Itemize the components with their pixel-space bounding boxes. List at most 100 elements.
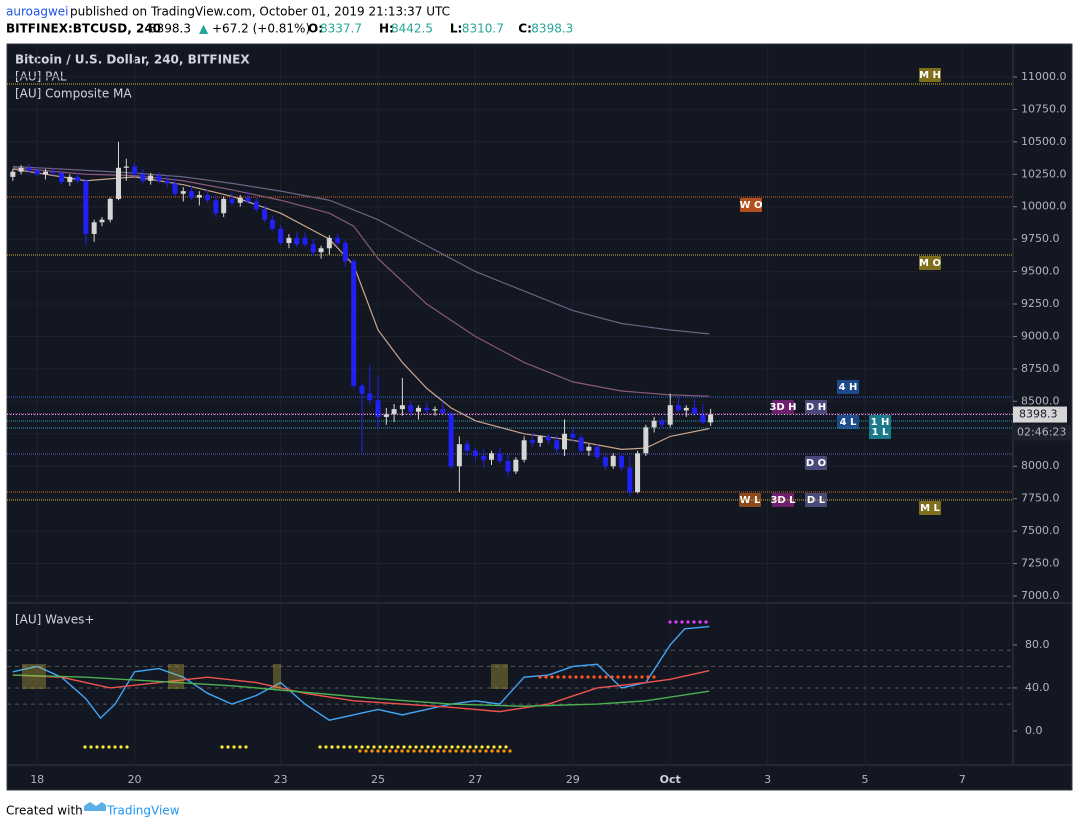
signal-dot [668, 620, 672, 624]
candle-body [278, 228, 284, 244]
y-tick-label: 80.0 [1025, 638, 1050, 651]
signal-dot [454, 749, 458, 753]
highlight [491, 664, 508, 689]
level-badge [919, 255, 941, 270]
ohlc-label: C: [518, 22, 532, 36]
signal-dot [442, 749, 446, 753]
published: published on TradingView.com, October 01… [70, 5, 450, 19]
candle-body [75, 176, 81, 181]
chart-title: Bitcoin / U.S. Dollar, 240, BITFINEX [15, 53, 250, 67]
candle-body [99, 219, 105, 223]
signal-dot [95, 745, 99, 749]
level-badge [739, 493, 761, 508]
candle-body [351, 261, 357, 386]
arrow: ▲ [199, 22, 209, 36]
signal-dot [244, 745, 248, 749]
x-tick-label: 20 [128, 773, 142, 786]
candle-body [505, 461, 511, 472]
ohlc-value: 8442.5 [391, 22, 433, 36]
y-tick-label: 7000.0 [1021, 589, 1060, 602]
chart-bg [6, 43, 1073, 791]
signal-dot [586, 675, 590, 679]
candle-body [562, 433, 568, 450]
candle-body [229, 198, 235, 203]
signal-dot [330, 745, 334, 749]
candle-body [318, 248, 324, 253]
level-badge [919, 500, 941, 515]
candle-body [91, 222, 97, 234]
candle-body [578, 437, 584, 451]
candle-body [180, 191, 186, 194]
osc-title: [AU] Waves+ [15, 613, 94, 627]
signal-dot [402, 745, 406, 749]
signal-dot [107, 745, 111, 749]
level-badge [805, 399, 827, 414]
signal-dot [502, 749, 506, 753]
level-badge [772, 399, 794, 414]
candle-body [156, 175, 162, 181]
y-tick-label: 7250.0 [1021, 557, 1060, 570]
candle-body [432, 409, 438, 411]
signal-dot [490, 749, 494, 753]
x-tick-label: 25 [371, 773, 385, 786]
signal-dot [480, 745, 484, 749]
candle-body [651, 420, 657, 428]
candle-body [383, 414, 389, 417]
candle-body [529, 440, 535, 443]
signal-dot [568, 675, 572, 679]
y-tick-label: 8000.0 [1021, 459, 1060, 472]
level-badge [869, 424, 891, 439]
level-badge [805, 456, 827, 471]
footer-text: Created with [6, 804, 83, 818]
candle-body [34, 170, 40, 175]
x-tick-label: 23 [274, 773, 288, 786]
signal-dot [83, 745, 87, 749]
signal-dot [420, 745, 424, 749]
footer-brand[interactable]: TradingView [106, 804, 180, 818]
signal-dot [652, 675, 656, 679]
signal-dot [113, 745, 117, 749]
signal-dot [382, 749, 386, 753]
candle-body [391, 409, 397, 415]
signal-dot [432, 745, 436, 749]
signal-dot [408, 745, 412, 749]
candle-body [472, 450, 478, 456]
x-tick-label: 3 [764, 773, 771, 786]
level-badge [919, 67, 941, 82]
change: +67.2 (+0.81%) [212, 22, 310, 36]
ohlc-value: 8398.3 [531, 22, 573, 36]
level-label: 1 L [872, 427, 889, 438]
signal-dot [354, 745, 358, 749]
level-badge [740, 197, 762, 212]
signal-dot [414, 745, 418, 749]
x-tick-label: 7 [959, 773, 966, 786]
candle-body [164, 180, 170, 184]
signal-dot [424, 749, 428, 753]
signal-dot [232, 745, 236, 749]
signal-dot [680, 620, 684, 624]
author[interactable]: auroagwei [6, 5, 68, 19]
candle-body [635, 453, 641, 493]
signal-dot [364, 749, 368, 753]
candle-body [269, 219, 275, 229]
candle-body [602, 457, 608, 467]
oscillator-line [12, 674, 710, 707]
candle-body [513, 459, 519, 472]
level-label: M O [919, 258, 941, 269]
signal-dot [538, 675, 542, 679]
signal-dot [436, 749, 440, 753]
y-tick-label: 9500.0 [1021, 265, 1060, 278]
candle-body [342, 243, 348, 262]
y-tick-label: 7500.0 [1021, 524, 1060, 537]
y-tick-label: 40.0 [1025, 681, 1050, 694]
signal-dot [598, 675, 602, 679]
candle-body [132, 166, 138, 175]
candle-body [375, 400, 381, 417]
signal-dot [622, 675, 626, 679]
signal-dot [390, 745, 394, 749]
y-tick-label: 9000.0 [1021, 329, 1060, 342]
ohlc-label: L: [450, 22, 462, 36]
oscillator-line [12, 625, 710, 721]
candle-body [440, 409, 446, 414]
candle-body [196, 195, 202, 198]
